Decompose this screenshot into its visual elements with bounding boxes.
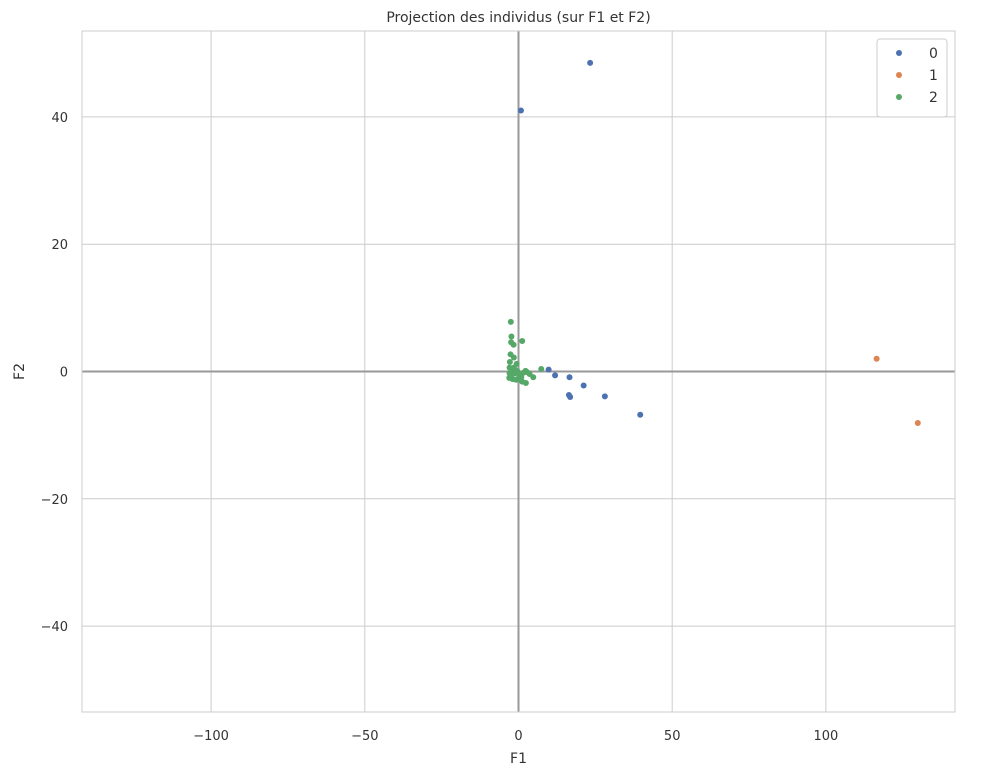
point-series-2 [530,374,537,381]
point-series-2 [508,333,515,340]
point-series-2 [512,370,519,377]
point-series-2 [515,375,522,382]
y-tick-label: −20 [41,493,68,508]
legend-marker-1 [896,72,902,78]
point-series-2 [507,318,514,325]
point-series-0 [580,382,587,389]
point-series-0 [567,393,574,400]
point-series-0 [552,372,559,379]
point-series-0 [545,366,552,373]
legend: 0 1 2 [876,38,948,118]
plot-area-frame [81,30,956,713]
legend-label-1: 1 [929,68,938,84]
point-series-1 [873,355,880,362]
point-series-2 [519,337,526,344]
x-tick-label: −100 [193,729,229,744]
x-axis-label: F1 [510,751,527,767]
legend-box [876,38,948,118]
x-tick-label: 100 [813,729,838,744]
y-tick-label: 40 [51,111,68,126]
y-tick-label: 20 [51,238,68,253]
point-series-2 [506,374,513,381]
point-series-2 [510,354,517,361]
point-series-0 [637,411,644,418]
legend-marker-0 [896,50,902,56]
point-series-2 [506,358,513,365]
legend-label-0: 0 [929,46,938,62]
data-points [506,59,921,427]
point-series-0 [517,107,524,114]
point-series-2 [510,364,517,371]
point-series-0 [601,393,608,400]
point-series-2 [510,341,517,348]
y-tick-label: −40 [41,620,68,635]
x-tick-label: 0 [514,729,522,744]
legend-label-2: 2 [929,90,938,106]
tick-labels: −100 −50 0 50 100 −40 −20 0 20 40 [41,111,839,744]
y-tick-label: 0 [60,366,68,381]
y-axis-label: F2 [12,363,28,380]
point-series-2 [538,365,545,372]
point-series-0 [587,59,594,66]
legend-marker-2 [896,94,902,100]
x-tick-label: 50 [664,729,681,744]
point-series-0 [566,374,573,381]
x-tick-label: −50 [351,729,378,744]
chart-title: Projection des individus (sur F1 et F2) [386,10,650,26]
point-series-1 [914,420,921,427]
